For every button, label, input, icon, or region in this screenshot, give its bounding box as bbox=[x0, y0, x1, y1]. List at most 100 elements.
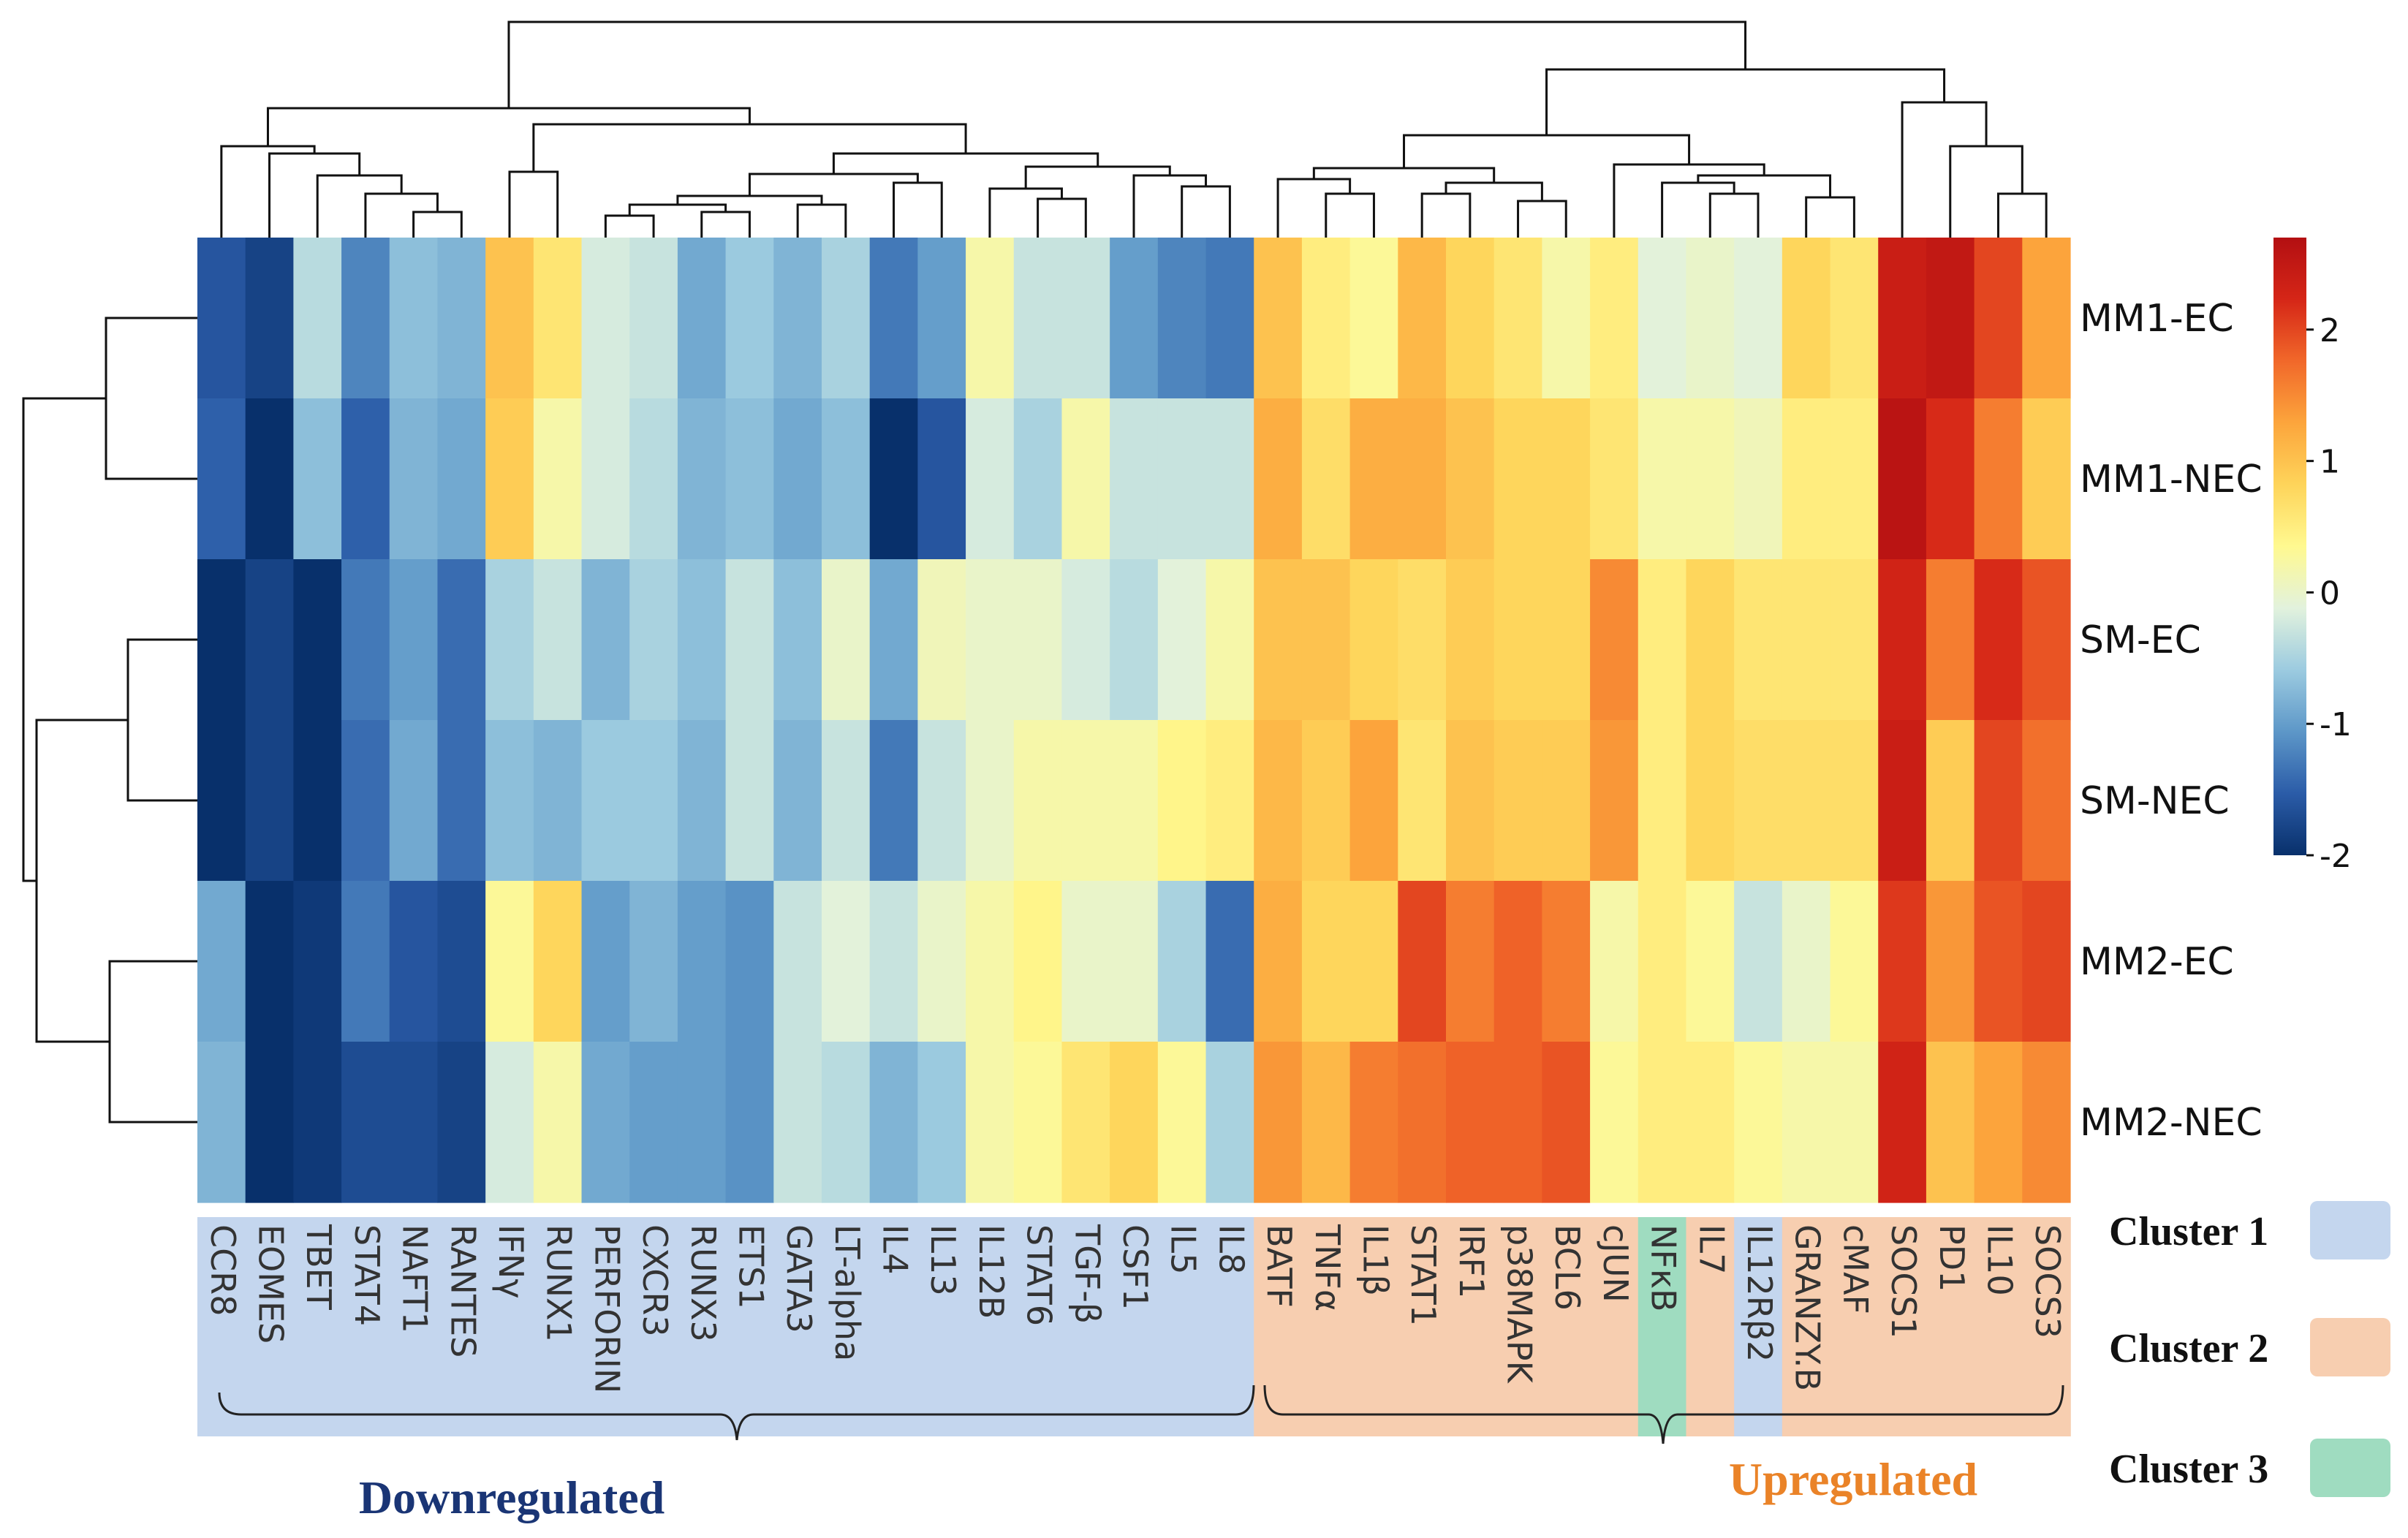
heatmap-cell bbox=[1398, 559, 1447, 721]
column-label: cJUN bbox=[1596, 1224, 1635, 1303]
heatmap-cell bbox=[1782, 398, 1831, 560]
upregulated-label: Upregulated bbox=[1729, 1453, 1977, 1505]
dendrogram-link bbox=[105, 317, 197, 480]
heatmap-cell bbox=[1974, 238, 2023, 399]
heatmap-cell bbox=[677, 720, 727, 882]
heatmap-cell bbox=[773, 398, 822, 560]
dendrogram-link bbox=[268, 152, 361, 238]
heatmap-cell bbox=[293, 881, 342, 1042]
dendrogram-link bbox=[126, 638, 197, 802]
heatmap-cell bbox=[1349, 1042, 1398, 1203]
heatmap-cell bbox=[1446, 238, 1495, 399]
dendrogram-link bbox=[266, 107, 751, 146]
heatmap-cell bbox=[1542, 559, 1591, 721]
heatmap-cell bbox=[2022, 1042, 2071, 1203]
heatmap-cell bbox=[245, 881, 294, 1042]
heatmap-cell bbox=[1878, 881, 1927, 1042]
column-label: RUNX3 bbox=[684, 1224, 723, 1342]
dendrogram-link bbox=[1996, 192, 2048, 238]
heatmap-cell bbox=[1254, 720, 1303, 882]
column-label: cMAF bbox=[1836, 1224, 1875, 1314]
heatmap-cell bbox=[1349, 398, 1398, 560]
column-label: IFNγ bbox=[491, 1224, 531, 1299]
heatmap-cell bbox=[1205, 1042, 1254, 1203]
dendrogram-link bbox=[1024, 165, 1171, 189]
column-label: IL1β bbox=[1355, 1224, 1395, 1296]
column-label: IL10 bbox=[1980, 1224, 2019, 1296]
heatmap-cell bbox=[629, 398, 678, 560]
heatmap-cell bbox=[1734, 398, 1783, 560]
heatmap-cell bbox=[485, 238, 534, 399]
heatmap-cell bbox=[1205, 559, 1254, 721]
heatmap-cell bbox=[1349, 238, 1398, 399]
heatmap-cell bbox=[1013, 398, 1063, 560]
heatmap-cell bbox=[1878, 1042, 1927, 1203]
dendrogram-link bbox=[220, 145, 316, 238]
column-label: STAT6 bbox=[1020, 1224, 1059, 1326]
dendrogram-link bbox=[412, 211, 463, 238]
heatmap-cell bbox=[1974, 881, 2023, 1042]
heatmap-cell bbox=[822, 238, 871, 399]
heatmap-cell bbox=[197, 238, 246, 399]
heatmap-cell bbox=[1637, 1042, 1687, 1203]
cluster-band bbox=[1493, 1217, 1543, 1436]
heatmap-cell bbox=[1590, 398, 1639, 560]
cluster-band bbox=[1110, 1217, 1159, 1436]
cluster-band bbox=[197, 1217, 246, 1436]
row-label: MM2-EC bbox=[2080, 940, 2234, 984]
heatmap-cell bbox=[485, 881, 534, 1042]
heatmap-cell bbox=[293, 238, 342, 399]
cluster-band bbox=[341, 1217, 390, 1436]
heatmap-cell bbox=[341, 1042, 390, 1203]
dendrogram-link bbox=[508, 170, 559, 238]
column-label: RANTES bbox=[443, 1224, 482, 1357]
heatmap-cell bbox=[1013, 1042, 1063, 1203]
dendrogram-link bbox=[1312, 167, 1496, 183]
legend-label: Cluster 3 bbox=[2109, 1447, 2268, 1492]
column-label: IL13 bbox=[923, 1224, 963, 1296]
heatmap-cell bbox=[533, 238, 583, 399]
heatmap-cell bbox=[1301, 1042, 1351, 1203]
heatmap-cell bbox=[1061, 559, 1110, 721]
heatmap-cell bbox=[1542, 1042, 1591, 1203]
heatmap-cell bbox=[581, 559, 630, 721]
heatmap-cell bbox=[581, 881, 630, 1042]
heatmap-cell bbox=[437, 1042, 486, 1203]
column-label: TBET bbox=[299, 1224, 338, 1311]
heatmap-cell bbox=[1542, 238, 1591, 399]
heatmap-cell bbox=[197, 1042, 246, 1203]
cluster-band bbox=[773, 1217, 822, 1436]
heatmap-cell bbox=[1782, 720, 1831, 882]
column-label: IL8 bbox=[1211, 1224, 1251, 1274]
column-label: STAT4 bbox=[347, 1224, 387, 1326]
heatmap-cell bbox=[1686, 720, 1735, 882]
cluster-band bbox=[581, 1217, 631, 1436]
heatmap-cell bbox=[1926, 559, 1975, 721]
column-label: NAFT1 bbox=[395, 1224, 435, 1333]
dendrogram-link bbox=[1403, 134, 1691, 168]
heatmap-cell bbox=[1830, 238, 1879, 399]
heatmap-cell bbox=[1590, 238, 1639, 399]
heatmap-cell bbox=[1493, 720, 1542, 882]
heatmap-cell bbox=[917, 1042, 966, 1203]
heatmap-cell bbox=[1493, 559, 1542, 721]
heatmap-cell bbox=[1446, 398, 1495, 560]
heatmap-cell bbox=[1637, 238, 1687, 399]
heatmap-cell bbox=[629, 881, 678, 1042]
column-label: GRANZY.B bbox=[1788, 1224, 1828, 1391]
heatmap-cell bbox=[1301, 398, 1351, 560]
heatmap-cell bbox=[1637, 720, 1687, 882]
downregulated-label: Downregulated bbox=[359, 1471, 665, 1523]
cluster-band bbox=[293, 1217, 342, 1436]
dendrogram-link bbox=[676, 194, 823, 205]
heatmap-cell bbox=[1013, 559, 1063, 721]
heatmap-cell bbox=[773, 720, 822, 882]
column-label: TGF-β bbox=[1067, 1224, 1107, 1324]
dendrogram-link bbox=[1181, 185, 1231, 238]
heatmap-cell bbox=[2022, 398, 2071, 560]
column-label: NFκB bbox=[1644, 1224, 1684, 1312]
column-label: IL12Rβ2 bbox=[1740, 1224, 1779, 1362]
legend-swatch bbox=[2310, 1439, 2390, 1497]
cluster-band bbox=[869, 1217, 919, 1436]
heatmap-cell bbox=[1686, 238, 1735, 399]
